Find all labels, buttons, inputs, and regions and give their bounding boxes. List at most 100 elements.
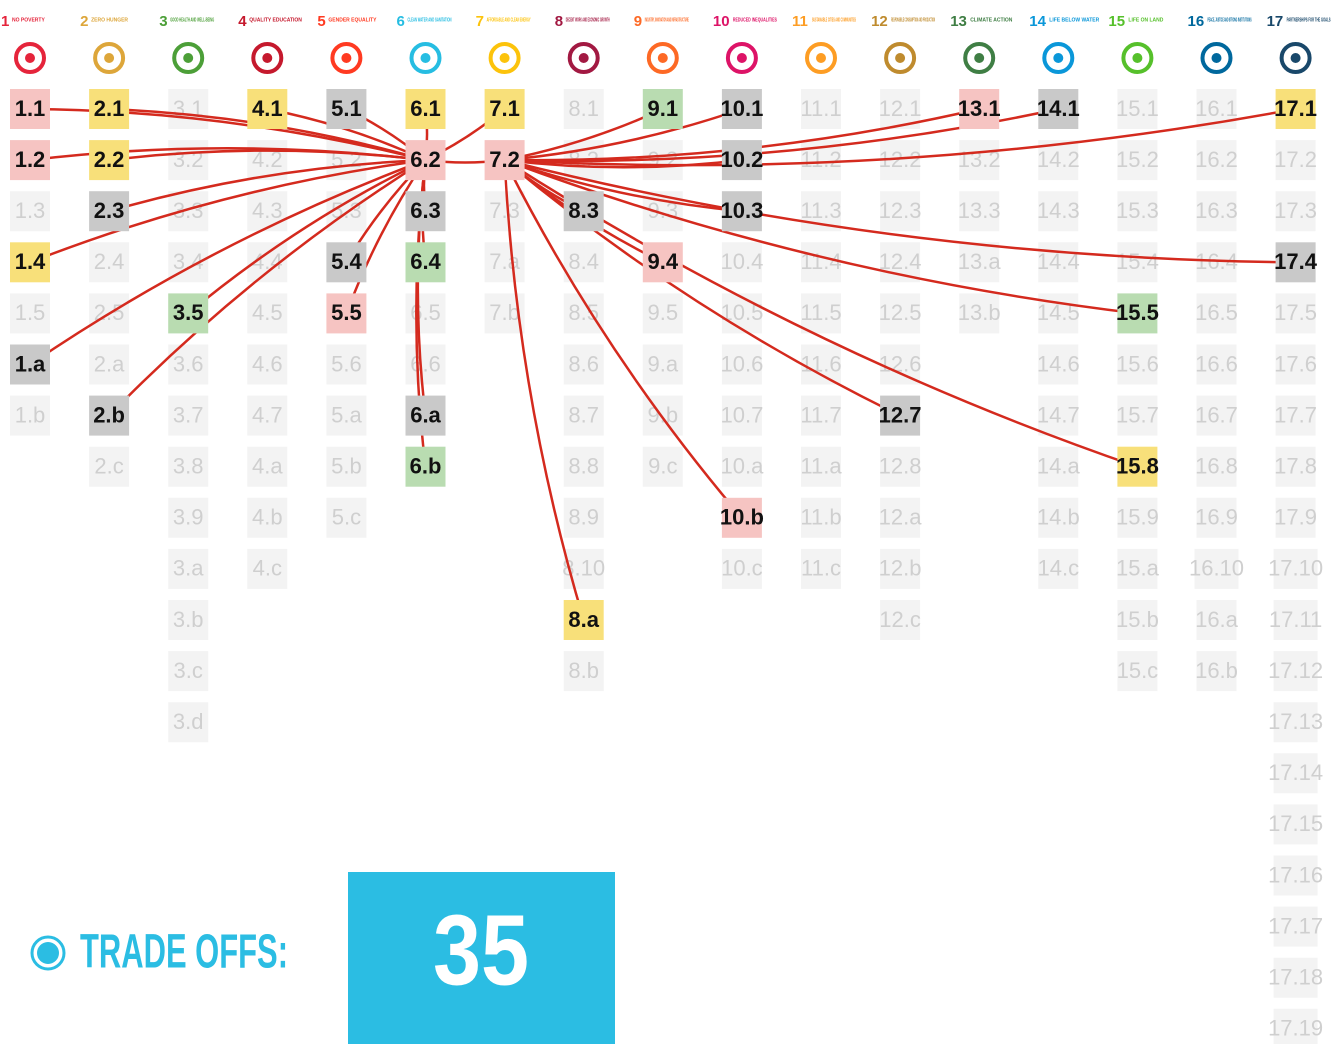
target-label: 16.6 [1195,351,1238,376]
target-label: 3.a [173,556,204,581]
goal-icon-dot [1132,53,1143,63]
target-label: 3.d [173,709,204,734]
target-label: 12.1 [879,96,922,121]
target-label: 15.5 [1116,300,1159,325]
target-cell [801,395,841,436]
summary-box [348,872,615,1044]
target-label: 13.1 [958,96,1001,121]
target-label: 3.8 [173,454,204,479]
goal-number: 4 [238,13,247,30]
target-cell [247,191,288,232]
target-cell [168,600,209,640]
target-cell [1117,395,1158,436]
goal-number: 15 [1108,13,1125,30]
target-cell [247,548,288,589]
target-label: 3.5 [173,300,204,325]
target-label: 16.3 [1195,198,1238,223]
target-cell [89,395,130,436]
target-cell [1038,548,1079,589]
link [504,158,743,169]
target-label: 4.6 [252,351,283,376]
target-cell [1117,600,1158,640]
target-cell [247,344,288,385]
target-cell [563,89,604,129]
goal-number: 2 [80,13,88,30]
target-label: 17.16 [1268,862,1323,887]
link [504,158,1296,264]
goal-icon-dot [1290,53,1301,63]
goal-number: 6 [397,13,405,30]
summary-bullet-dot [37,942,59,964]
target-label: 15.a [1116,556,1160,581]
target-cell [642,293,683,334]
goal-icon [330,42,363,74]
target-label: 14.6 [1037,351,1080,376]
target-label: 13.3 [958,198,1001,223]
target-label: 9.5 [648,300,679,325]
target-label: 4.3 [252,198,283,223]
target-cell [1038,89,1079,129]
target-label: 11.3 [800,198,841,223]
target-label: 15.6 [1116,351,1159,376]
goal-name: LIFE ON LAND [1128,17,1163,23]
target-label: 11.2 [800,147,841,172]
target-cell [801,344,841,385]
target-cell [563,242,604,283]
target-label: 9.4 [648,249,679,274]
target-cell [89,344,130,385]
goal-name: RESPONSIBLE CONSUMPTION AND PRODUCTION [891,17,935,23]
target-label: 15.9 [1116,505,1159,530]
goal-name: CLIMATE ACTION [970,17,1013,23]
target-cell [1275,140,1316,181]
goal-icon-dot [736,53,747,63]
goal-icon [409,42,442,74]
target-cell [1038,344,1079,385]
target-label: 8.b [568,658,599,683]
target-label: 15.1 [1116,96,1159,121]
target-label: 15.2 [1116,147,1159,172]
goal-name: ZERO HUNGER [91,17,128,23]
target-cell [484,242,525,283]
target-label: 4.5 [252,300,283,325]
target-label: 16.8 [1195,454,1238,479]
target-label: 15.b [1116,607,1159,632]
target-label: 8.4 [568,249,599,274]
target-cell [405,140,446,181]
goal-name: AFFORDABLE AND CLEAN ENERGY [487,17,531,23]
target-cell [642,89,683,129]
goal-name: PARTNERSHIPS FOR THE GOALS [1287,17,1331,23]
target-label: 7.1 [489,96,520,121]
goal-icon-dot [895,53,906,63]
target-label: 9.b [648,402,679,427]
target-label: 16.9 [1195,505,1238,530]
link [504,107,1296,167]
goal-number: 1 [1,13,9,30]
target-label: 5.a [331,402,362,427]
target-label: 1.b [15,402,46,427]
goal-icon-dot [25,53,35,63]
goal-icon [884,42,917,74]
target-label: 15.7 [1116,402,1159,427]
target-label: 16.5 [1195,300,1238,325]
goal-icon [725,42,758,74]
target-cell [484,89,525,129]
target-label: 17.8 [1274,454,1317,479]
target-label: 12.4 [879,249,922,274]
target-label: 11.a [800,454,842,479]
target-cell [563,600,604,640]
goal-name: GENDER EQUALITY [328,17,377,23]
link [108,149,426,162]
target-cell [1273,804,1318,845]
target-cell [1196,395,1237,436]
target-label: 12.a [879,505,923,530]
target-cell [405,446,446,487]
goal-icon-dot [104,53,115,63]
goal-name: NO POVERTY [12,17,45,23]
target-label: 17.19 [1268,1016,1323,1041]
target-label: 4.b [252,505,283,530]
target-label: 6.5 [410,300,441,325]
target-cell [1275,497,1316,538]
goal-icon [805,42,837,74]
target-label: 6.b [410,454,442,479]
goal-number: 7 [476,13,484,30]
